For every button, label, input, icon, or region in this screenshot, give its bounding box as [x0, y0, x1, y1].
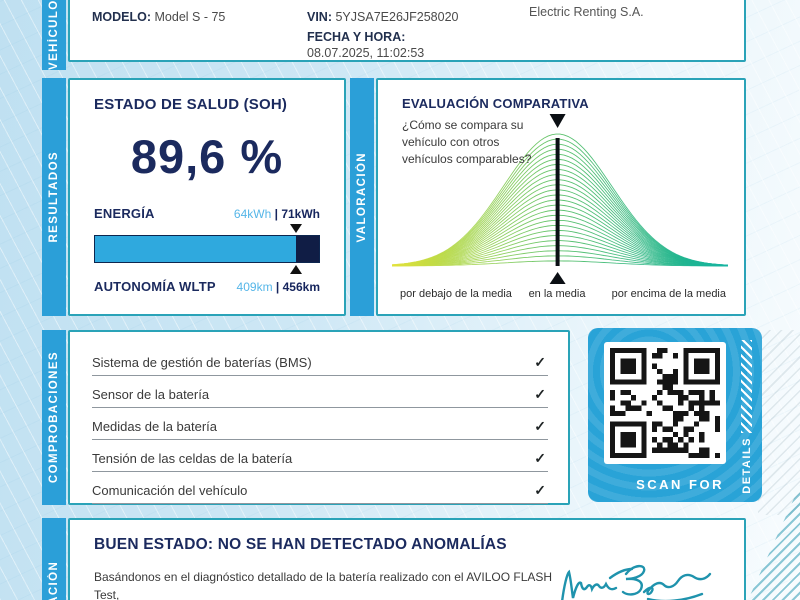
energy-original: | 71kWh [274, 207, 320, 221]
partner-name: Electric Renting S.A. [529, 5, 644, 19]
check-row-communication: Comunicación del vehículo ✓ [92, 472, 548, 504]
vehicle-info-card: MODELO: Model S - 75 VIN: 5YJSA7E26JF258… [68, 0, 746, 62]
datetime-label: FECHA Y HORA: [307, 30, 406, 44]
section-tab-label: EVALUACIÓN [48, 518, 60, 600]
check-pass-icon: ✓ [534, 418, 546, 434]
section-tab-label: VALORACIÓN [356, 151, 368, 243]
guilloche-hatch-decoration [758, 330, 800, 515]
check-row-sensor: Sensor de la batería ✓ [92, 376, 548, 408]
range-current: 409km [236, 280, 273, 294]
qr-code [604, 342, 726, 464]
verdict-card: BUEN ESTADO: NO SE HAN DETECTADO ANOMALÍ… [68, 518, 746, 600]
range-values: 409km | 456km [237, 280, 320, 294]
energy-label: ENERGÍA [94, 206, 155, 221]
energy-current: 64kWh [233, 207, 272, 221]
check-pass-icon: ✓ [534, 482, 546, 498]
battery-checks-card: Sistema de gestión de baterías (BMS) ✓ S… [68, 330, 570, 505]
hatch-lines-icon [741, 340, 752, 434]
vin-label: VIN: [307, 10, 332, 24]
section-tab-label: VEHÍCULO [48, 0, 60, 70]
check-row-measurements: Medidas de la batería ✓ [92, 408, 548, 440]
model-field: MODELO: Model S - 75 [92, 10, 225, 24]
vin-value: 5YJSA7E26JF258020 [335, 10, 459, 24]
energy-values: 64kWh | 71kWh [234, 207, 320, 221]
section-tab-vehiculo: VEHÍCULO [42, 0, 66, 70]
datetime-value: 08.07.2025, 11:02:53 [307, 46, 425, 60]
check-pass-icon: ✓ [534, 354, 546, 370]
section-tab-valoracion: VALORACIÓN [350, 78, 374, 316]
qr-code-block: SCAN FOR DETAILS [588, 328, 762, 502]
model-label: MODELO: [92, 10, 152, 24]
model-value: Model S - 75 [154, 10, 226, 24]
verdict-heading: BUEN ESTADO: NO SE HAN DETECTADO ANOMALÍ… [94, 536, 507, 553]
section-tab-comprobaciones: COMPROBACIONES [42, 330, 66, 505]
section-tab-evaluacion: EVALUACIÓN [42, 518, 66, 600]
soh-marker-up-icon [289, 265, 302, 274]
soh-card: ESTADO DE SALUD (SOH) 89,6 % ENERGÍA 64k… [68, 78, 346, 316]
soh-title: ESTADO DE SALUD (SOH) [94, 96, 288, 113]
range-row: AUTONOMÍA WLTP 409km | 456km [94, 279, 320, 294]
soh-progress-fill [95, 236, 296, 262]
details-strip: DETAILS [738, 340, 755, 494]
check-row-cell-voltage: Tensión de las celdas de la batería ✓ [92, 440, 548, 472]
check-pass-icon: ✓ [534, 386, 546, 402]
soh-progress-bar [94, 224, 320, 274]
soh-marker-down-icon [289, 224, 302, 233]
vin-field: VIN: 5YJSA7E26JF258020 [307, 10, 459, 24]
verdict-body: Basándonos en el diagnóstico detallado d… [94, 570, 553, 600]
details-label: DETAILS [740, 437, 753, 494]
axis-label-above-average: por encima de la media [611, 288, 726, 300]
range-label: AUTONOMÍA WLTP [94, 279, 216, 294]
soh-value: 89,6 % [130, 130, 284, 183]
distribution-chart [392, 114, 729, 284]
axis-label-average: en la media [528, 288, 586, 300]
section-tab-label: RESULTADOS [48, 151, 60, 243]
check-pass-icon: ✓ [534, 450, 546, 466]
chart-title: EVALUACIÓN COMPARATIVA [402, 96, 589, 111]
check-row-bms: Sistema de gestión de baterías (BMS) ✓ [92, 344, 548, 376]
signature [561, 564, 712, 600]
scan-for-label: SCAN FOR [636, 477, 724, 492]
section-tab-label: COMPROBACIONES [48, 351, 60, 484]
axis-label-below-average: por debajo de la media [400, 288, 512, 300]
section-tab-resultados: RESULTADOS [42, 78, 66, 316]
comparative-evaluation-card: EVALUACIÓN COMPARATIVA ¿Cómo se compara … [376, 78, 746, 316]
chart-question: ¿Cómo se compara su vehículo con otros v… [402, 118, 532, 166]
range-original: | 456km [275, 280, 320, 294]
energy-row: ENERGÍA 64kWh | 71kWh [94, 206, 320, 221]
